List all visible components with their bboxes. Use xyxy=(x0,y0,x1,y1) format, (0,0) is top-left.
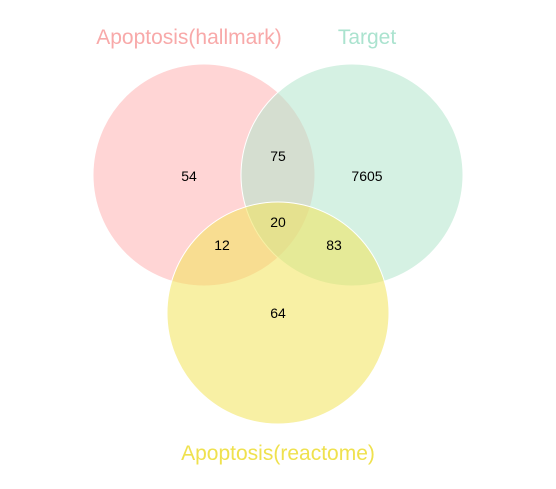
set-label-target: Target xyxy=(338,26,397,49)
count-all-three: 20 xyxy=(270,214,286,230)
count-hallmark-only: 54 xyxy=(181,168,197,184)
count-hallmark-target: 75 xyxy=(270,148,286,164)
count-target-reactome: 83 xyxy=(326,237,342,253)
count-reactome-only: 64 xyxy=(270,305,286,321)
set-label-reactome: Apoptosis(reactome) xyxy=(181,442,375,465)
set-label-hallmark: Apoptosis(hallmark) xyxy=(96,26,282,49)
count-hallmark-reactome: 12 xyxy=(214,237,230,253)
set-circle-reactome xyxy=(166,201,390,425)
count-target-only: 7605 xyxy=(351,168,382,184)
